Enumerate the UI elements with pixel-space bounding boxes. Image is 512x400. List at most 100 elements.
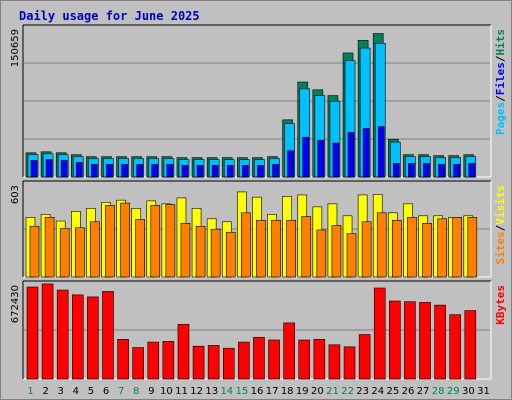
- sites-bar: [210, 228, 221, 278]
- sites-bar: [331, 225, 342, 278]
- legend-entry: Files: [494, 62, 507, 95]
- x-tick-label: 21: [326, 386, 339, 397]
- kbytes-bar: [434, 304, 446, 380]
- kbytes-bar: [162, 341, 175, 380]
- sites-bar: [150, 205, 161, 278]
- kbytes-bar: [147, 341, 160, 380]
- x-tick-label: 15: [236, 386, 249, 397]
- chart-title: Daily usage for June 2025: [19, 9, 200, 23]
- kbytes-panel-ymax-label: 672430: [10, 285, 21, 323]
- sites-bar: [135, 219, 145, 278]
- files-bar: [211, 165, 219, 178]
- sites-bar: [467, 216, 478, 278]
- sites-bar: [120, 202, 130, 278]
- legend-entry: KBytes: [494, 285, 507, 325]
- kbytes-bar: [298, 339, 311, 380]
- x-tick-label: 23: [356, 386, 369, 397]
- sites-bar: [407, 216, 417, 278]
- legend-separator: /: [494, 95, 507, 102]
- x-tick-label: 29: [447, 386, 460, 397]
- sites-bar: [90, 221, 100, 278]
- kbytes-bar: [358, 334, 371, 380]
- hits-panel-legend: Pages/Files/Hits: [494, 29, 507, 135]
- sites-bar: [346, 233, 357, 278]
- x-tick-label: 19: [296, 386, 309, 397]
- legend-entry: Sites: [494, 231, 507, 264]
- x-tick-label: 22: [341, 386, 354, 397]
- x-tick-label: 16: [251, 386, 264, 397]
- kbytes-bar: [102, 291, 114, 380]
- sites-panel-ymax-label: 603: [10, 185, 21, 204]
- kbytes-bar: [268, 339, 280, 380]
- sites-bar: [195, 225, 206, 278]
- x-tick-label: 17: [266, 386, 279, 397]
- files-bar: [257, 165, 264, 178]
- x-tick-label: 10: [160, 386, 173, 397]
- x-tick-label: 30: [462, 386, 475, 397]
- sites-bar: [271, 219, 281, 278]
- files-bar: [347, 132, 355, 178]
- legend-entry: Pages: [494, 102, 507, 135]
- kbytes-bar: [177, 323, 190, 380]
- kbytes-bar: [313, 339, 326, 380]
- sites-bar: [44, 216, 55, 278]
- files-bar: [196, 165, 204, 178]
- sites-bar: [105, 205, 115, 278]
- kbytes-bar: [207, 345, 220, 380]
- kbytes-bar: [71, 294, 84, 380]
- x-tick-label: 11: [175, 386, 188, 397]
- x-tick-label: 20: [311, 386, 324, 397]
- x-tick-label: 28: [432, 386, 445, 397]
- sites-panel-legend: Sites/Visits: [494, 185, 507, 265]
- files-bar: [438, 164, 445, 178]
- kbytes-bar: [238, 341, 250, 380]
- files-bar: [242, 165, 249, 178]
- hits-panel-ymax-label: 150659: [10, 29, 21, 67]
- files-bar: [453, 164, 461, 178]
- files-bar: [332, 142, 340, 178]
- kbytes-bar: [117, 339, 129, 380]
- kbytes-bar: [41, 283, 54, 380]
- sites-bar: [180, 222, 191, 278]
- x-tick-label: 27: [417, 386, 430, 397]
- x-tick-label: 3: [58, 386, 64, 397]
- files-bar: [181, 165, 189, 178]
- sites-bar: [165, 204, 176, 278]
- kbytes-bar: [343, 346, 356, 380]
- x-tick-label: 25: [387, 386, 400, 397]
- kbytes-bar: [253, 336, 265, 380]
- sites-bar: [241, 212, 251, 278]
- sites-bar: [59, 228, 70, 278]
- kbytes-bar: [26, 286, 39, 380]
- sites-bar: [422, 222, 432, 278]
- files-bar: [272, 164, 279, 178]
- legend-separator: /: [494, 55, 507, 62]
- kbytes-bar: [373, 287, 386, 380]
- files-bar: [408, 163, 415, 178]
- x-tick-label: 13: [205, 386, 218, 397]
- files-bar: [45, 159, 53, 178]
- kbytes-bar: [449, 314, 462, 380]
- kbytes-bar: [192, 345, 205, 380]
- x-tick-label: 5: [88, 386, 94, 397]
- x-tick-label: 4: [73, 386, 79, 397]
- sites-bar: [361, 221, 372, 278]
- x-tick-label: 7: [118, 386, 124, 397]
- files-bar: [91, 164, 98, 178]
- sites-bar: [29, 225, 40, 278]
- legend-separator: /: [494, 224, 507, 231]
- files-bar: [151, 164, 159, 178]
- sites-bar: [376, 212, 387, 278]
- x-tick-label: 26: [402, 386, 415, 397]
- x-tick-label: 6: [103, 386, 109, 397]
- x-tick-label: 2: [42, 386, 48, 397]
- files-bar: [393, 163, 400, 178]
- files-bar: [302, 136, 310, 178]
- files-bar: [226, 165, 234, 178]
- files-bar: [423, 163, 430, 178]
- files-bar: [60, 160, 68, 178]
- x-tick-label: 12: [190, 386, 203, 397]
- sites-bar: [392, 219, 402, 278]
- files-bar: [75, 162, 83, 178]
